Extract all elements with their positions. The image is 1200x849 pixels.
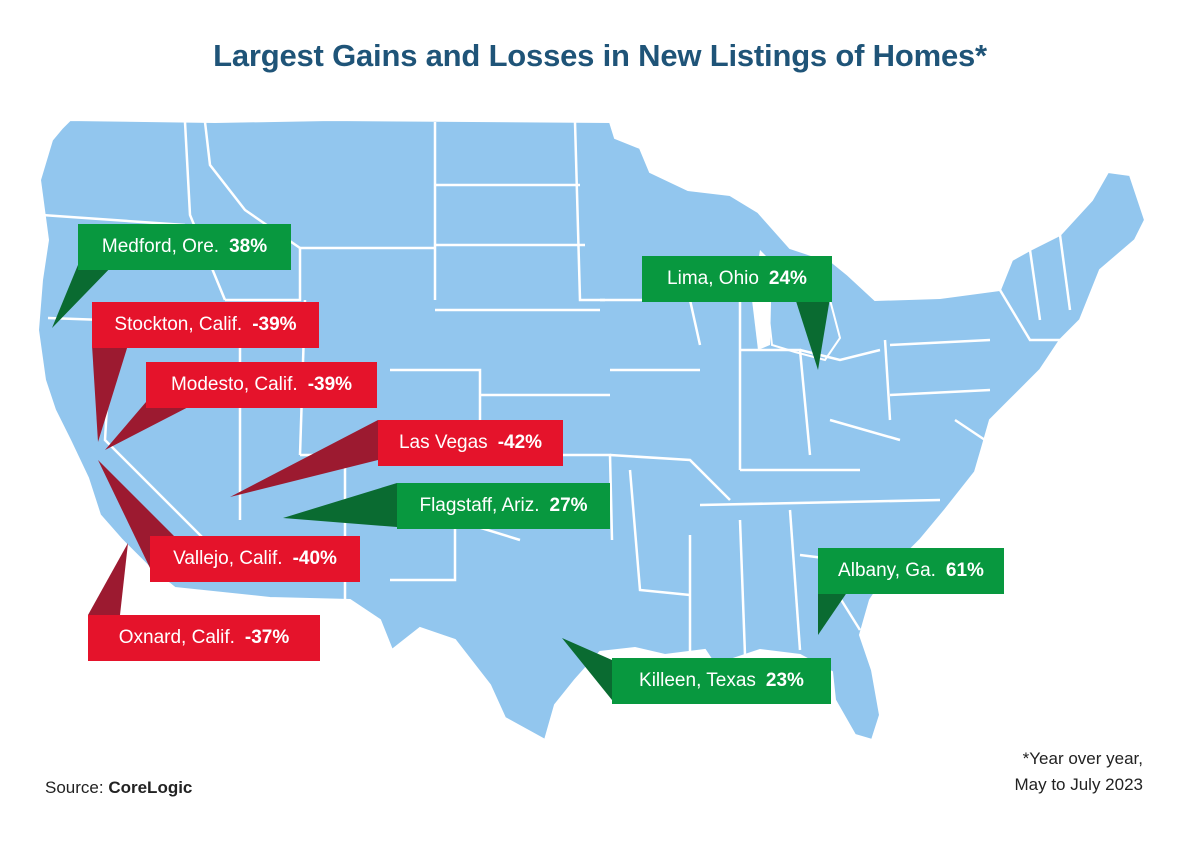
city-name: Las Vegas bbox=[398, 432, 488, 453]
footnote-line-1: *Year over year, bbox=[1022, 749, 1143, 768]
footnote-line-2: May to July 2023 bbox=[1014, 775, 1143, 794]
source-credit: Source: CoreLogic bbox=[45, 778, 192, 798]
pointer-lasvegas bbox=[230, 420, 378, 497]
label-oxnard: Oxnard, Calif. -37% bbox=[88, 615, 320, 661]
label-flagstaff: Flagstaff, Ariz. 27% bbox=[397, 483, 610, 529]
city-name: Albany, Ga. bbox=[838, 560, 936, 581]
change-value: -39% bbox=[252, 314, 297, 335]
pointer-oxnard bbox=[88, 543, 128, 615]
label-stockton: Stockton, Calif. -39% bbox=[92, 302, 319, 348]
label-vallejo: Vallejo, Calif. -40% bbox=[150, 536, 360, 582]
pointer-killeen bbox=[562, 638, 612, 700]
source-prefix: Source: bbox=[45, 778, 104, 797]
label-medford: Medford, Ore. 38% bbox=[78, 224, 291, 270]
change-value: 38% bbox=[229, 236, 268, 257]
source-name: CoreLogic bbox=[108, 778, 193, 797]
pointer-modesto bbox=[105, 402, 198, 450]
pointer-stockton bbox=[92, 345, 128, 442]
pointer-albany bbox=[818, 588, 850, 635]
city-name: Vallejo, Calif. bbox=[173, 548, 283, 569]
city-name: Oxnard, Calif. bbox=[118, 627, 235, 648]
change-value: 61% bbox=[945, 560, 984, 581]
pointer-lima bbox=[795, 298, 830, 370]
change-value: 27% bbox=[549, 495, 588, 516]
label-modesto: Modesto, Calif. -39% bbox=[146, 362, 377, 408]
label-las-vegas: Las Vegas -42% bbox=[378, 420, 563, 466]
label-killeen: Killeen, Texas 23% bbox=[612, 658, 831, 704]
label-albany: Albany, Ga. 61% bbox=[818, 548, 1004, 594]
change-value: 24% bbox=[768, 268, 807, 289]
change-value: -37% bbox=[244, 627, 290, 648]
city-name: Flagstaff, Ariz. bbox=[419, 495, 540, 516]
city-name: Modesto, Calif. bbox=[170, 374, 298, 395]
change-value: -39% bbox=[307, 374, 353, 395]
change-value: -40% bbox=[292, 548, 337, 569]
change-value: -42% bbox=[497, 432, 543, 453]
city-name: Lima, Ohio bbox=[667, 268, 759, 289]
pointer-medford bbox=[52, 260, 118, 328]
city-name: Killeen, Texas bbox=[639, 670, 756, 691]
pointer-flagstaff bbox=[283, 483, 397, 527]
map-title: Largest Gains and Losses in New Listings… bbox=[213, 38, 987, 73]
label-lima: Lima, Ohio 24% bbox=[642, 256, 832, 302]
change-value: 23% bbox=[765, 670, 804, 691]
footnote: *Year over year, May to July 2023 bbox=[1014, 746, 1143, 798]
city-name: Medford, Ore. bbox=[101, 236, 220, 257]
city-name: Stockton, Calif. bbox=[114, 314, 243, 335]
